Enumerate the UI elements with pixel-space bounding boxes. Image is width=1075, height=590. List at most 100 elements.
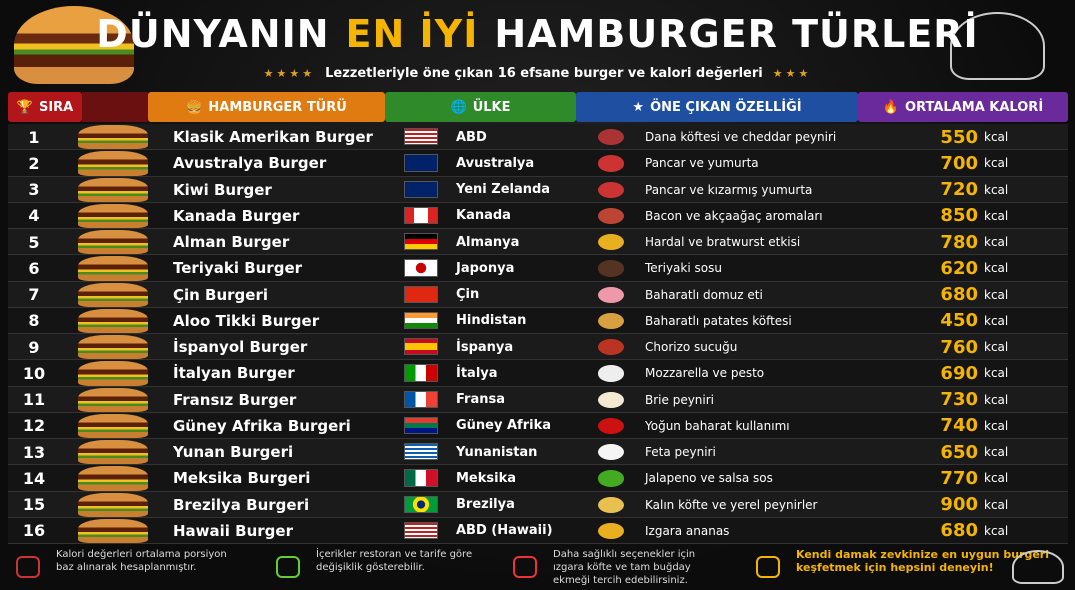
subtitle: Lezzetleriyle öne çıkan 16 efsane burger… (325, 65, 763, 81)
table-row (8, 491, 1068, 518)
calorie-unit: kcal (984, 313, 1009, 328)
burger-name: Fransız Burger (173, 390, 297, 409)
calorie-value: 450 (940, 310, 978, 332)
calorie-value: 700 (940, 152, 978, 174)
burger-name: Yunan Burgeri (173, 443, 294, 462)
flag (404, 338, 438, 356)
table-row (8, 255, 1068, 282)
table-row (8, 202, 1068, 229)
calorie-value: 680 (940, 284, 978, 306)
footer-icon (276, 556, 300, 578)
feature: Izgara ananas (645, 523, 730, 538)
table-row (8, 439, 1068, 466)
rank: 5 (28, 232, 40, 252)
calorie-unit: kcal (984, 366, 1009, 381)
burger-thumb (78, 387, 148, 412)
feature-icon (598, 155, 624, 172)
flag (404, 443, 438, 461)
flag (404, 390, 438, 408)
feature: Bacon ve akçaağaç aromaları (645, 208, 823, 223)
column-header: SIRA (38, 99, 74, 115)
footer-note: İçerikler restoran ve tarife göre değişi… (316, 549, 473, 573)
title-part: DÜNYANIN (96, 12, 330, 56)
table-row (8, 334, 1068, 361)
feature-icon (598, 207, 624, 224)
table-row (8, 150, 1068, 177)
table-row (8, 176, 1068, 203)
burger-name: Çin Burgeri (173, 285, 269, 304)
rank: 7 (28, 285, 40, 305)
burger-thumb (78, 413, 148, 438)
burger-name: Teriyaki Burger (173, 259, 303, 278)
table-row (8, 465, 1068, 492)
burger-thumb (78, 230, 148, 255)
burger-thumb (78, 125, 148, 150)
feature: Mozzarella ve pesto (645, 366, 765, 381)
footer-icon (513, 556, 537, 578)
calorie-value: 730 (940, 389, 978, 411)
burger-image (14, 6, 134, 84)
country: Fransa (456, 392, 505, 408)
burger-name: İspanyol Burger (173, 338, 308, 357)
burger-name: Kanada Burger (173, 206, 300, 225)
calorie-unit: kcal (984, 445, 1009, 460)
flag (404, 416, 438, 434)
table-row (8, 281, 1068, 308)
country: Çin (456, 287, 480, 303)
calorie-unit: kcal (984, 130, 1009, 145)
feature: Kalın köfte ve yerel peynirler (645, 497, 818, 512)
feature: Teriyaki sosu (645, 261, 722, 276)
burger-thumb (78, 440, 148, 465)
burger-name: Kiwi Burger (173, 180, 272, 199)
header-cell: 🌐 ÜLKE (385, 92, 576, 122)
column-header: ÖNE ÇIKAN ÖZELLİĞİ (650, 99, 802, 115)
header-cell: 🔥 ORTALAMA KALORİ (858, 92, 1068, 122)
rank: 9 (28, 337, 40, 357)
calorie-value: 720 (940, 179, 978, 201)
feature-icon (598, 444, 624, 461)
feature-icon (598, 470, 624, 487)
footer-note: Daha sağlıklı seçenekler için ızgara köf… (553, 549, 696, 586)
calorie-unit: kcal (984, 392, 1009, 407)
calorie-value: 650 (940, 441, 978, 463)
title-part: HAMBURGER TÜRLERİ (494, 12, 979, 56)
flag (404, 128, 438, 146)
burger-name: Avustralya Burger (173, 154, 327, 173)
burger-name: Klasik Amerikan Burger (173, 128, 373, 147)
title: DÜNYANIN EN İYİ HAMBURGER TÜRLERİ (0, 4, 1075, 64)
calorie-value: 850 (940, 205, 978, 227)
country: Japonya (456, 260, 515, 276)
feature: Pancar ve kızarmış yumurta (645, 182, 813, 197)
calorie-unit: kcal (984, 182, 1009, 197)
column-header: HAMBURGER TÜRÜ (208, 99, 347, 115)
country: İspanya (456, 339, 514, 355)
burger-thumb (78, 177, 148, 202)
calorie-value: 550 (940, 126, 978, 148)
rank: 3 (28, 180, 40, 200)
country: Kanada (456, 208, 511, 224)
rank: 4 (28, 206, 40, 226)
feature: Dana köftesi ve cheddar peyniri (645, 130, 837, 145)
burger-thumb (78, 361, 148, 386)
subtitle-row: ★★★★ Lezzetleriyle öne çıkan 16 efsane bu… (263, 65, 812, 81)
calorie-value: 900 (940, 494, 978, 516)
feature: Pancar ve yumurta (645, 156, 759, 171)
feature-icon (598, 181, 624, 198)
rank: 6 (28, 258, 40, 278)
feature: Baharatlı domuz eti (645, 287, 763, 302)
table-row (8, 360, 1068, 387)
burger-name: Güney Afrika Burgeri (173, 416, 351, 435)
feature-icon (598, 286, 624, 303)
feature-icon (598, 312, 624, 329)
burger-name: Aloo Tikki Burger (173, 311, 320, 330)
calorie-unit: kcal (984, 261, 1009, 276)
flag (404, 180, 438, 198)
calorie-unit: kcal (984, 471, 1009, 486)
calorie-unit: kcal (984, 235, 1009, 250)
country: Hindistan (456, 313, 527, 329)
flag (404, 364, 438, 382)
country: Almanya (456, 234, 520, 250)
calorie-value: 620 (940, 257, 978, 279)
flag (404, 154, 438, 172)
